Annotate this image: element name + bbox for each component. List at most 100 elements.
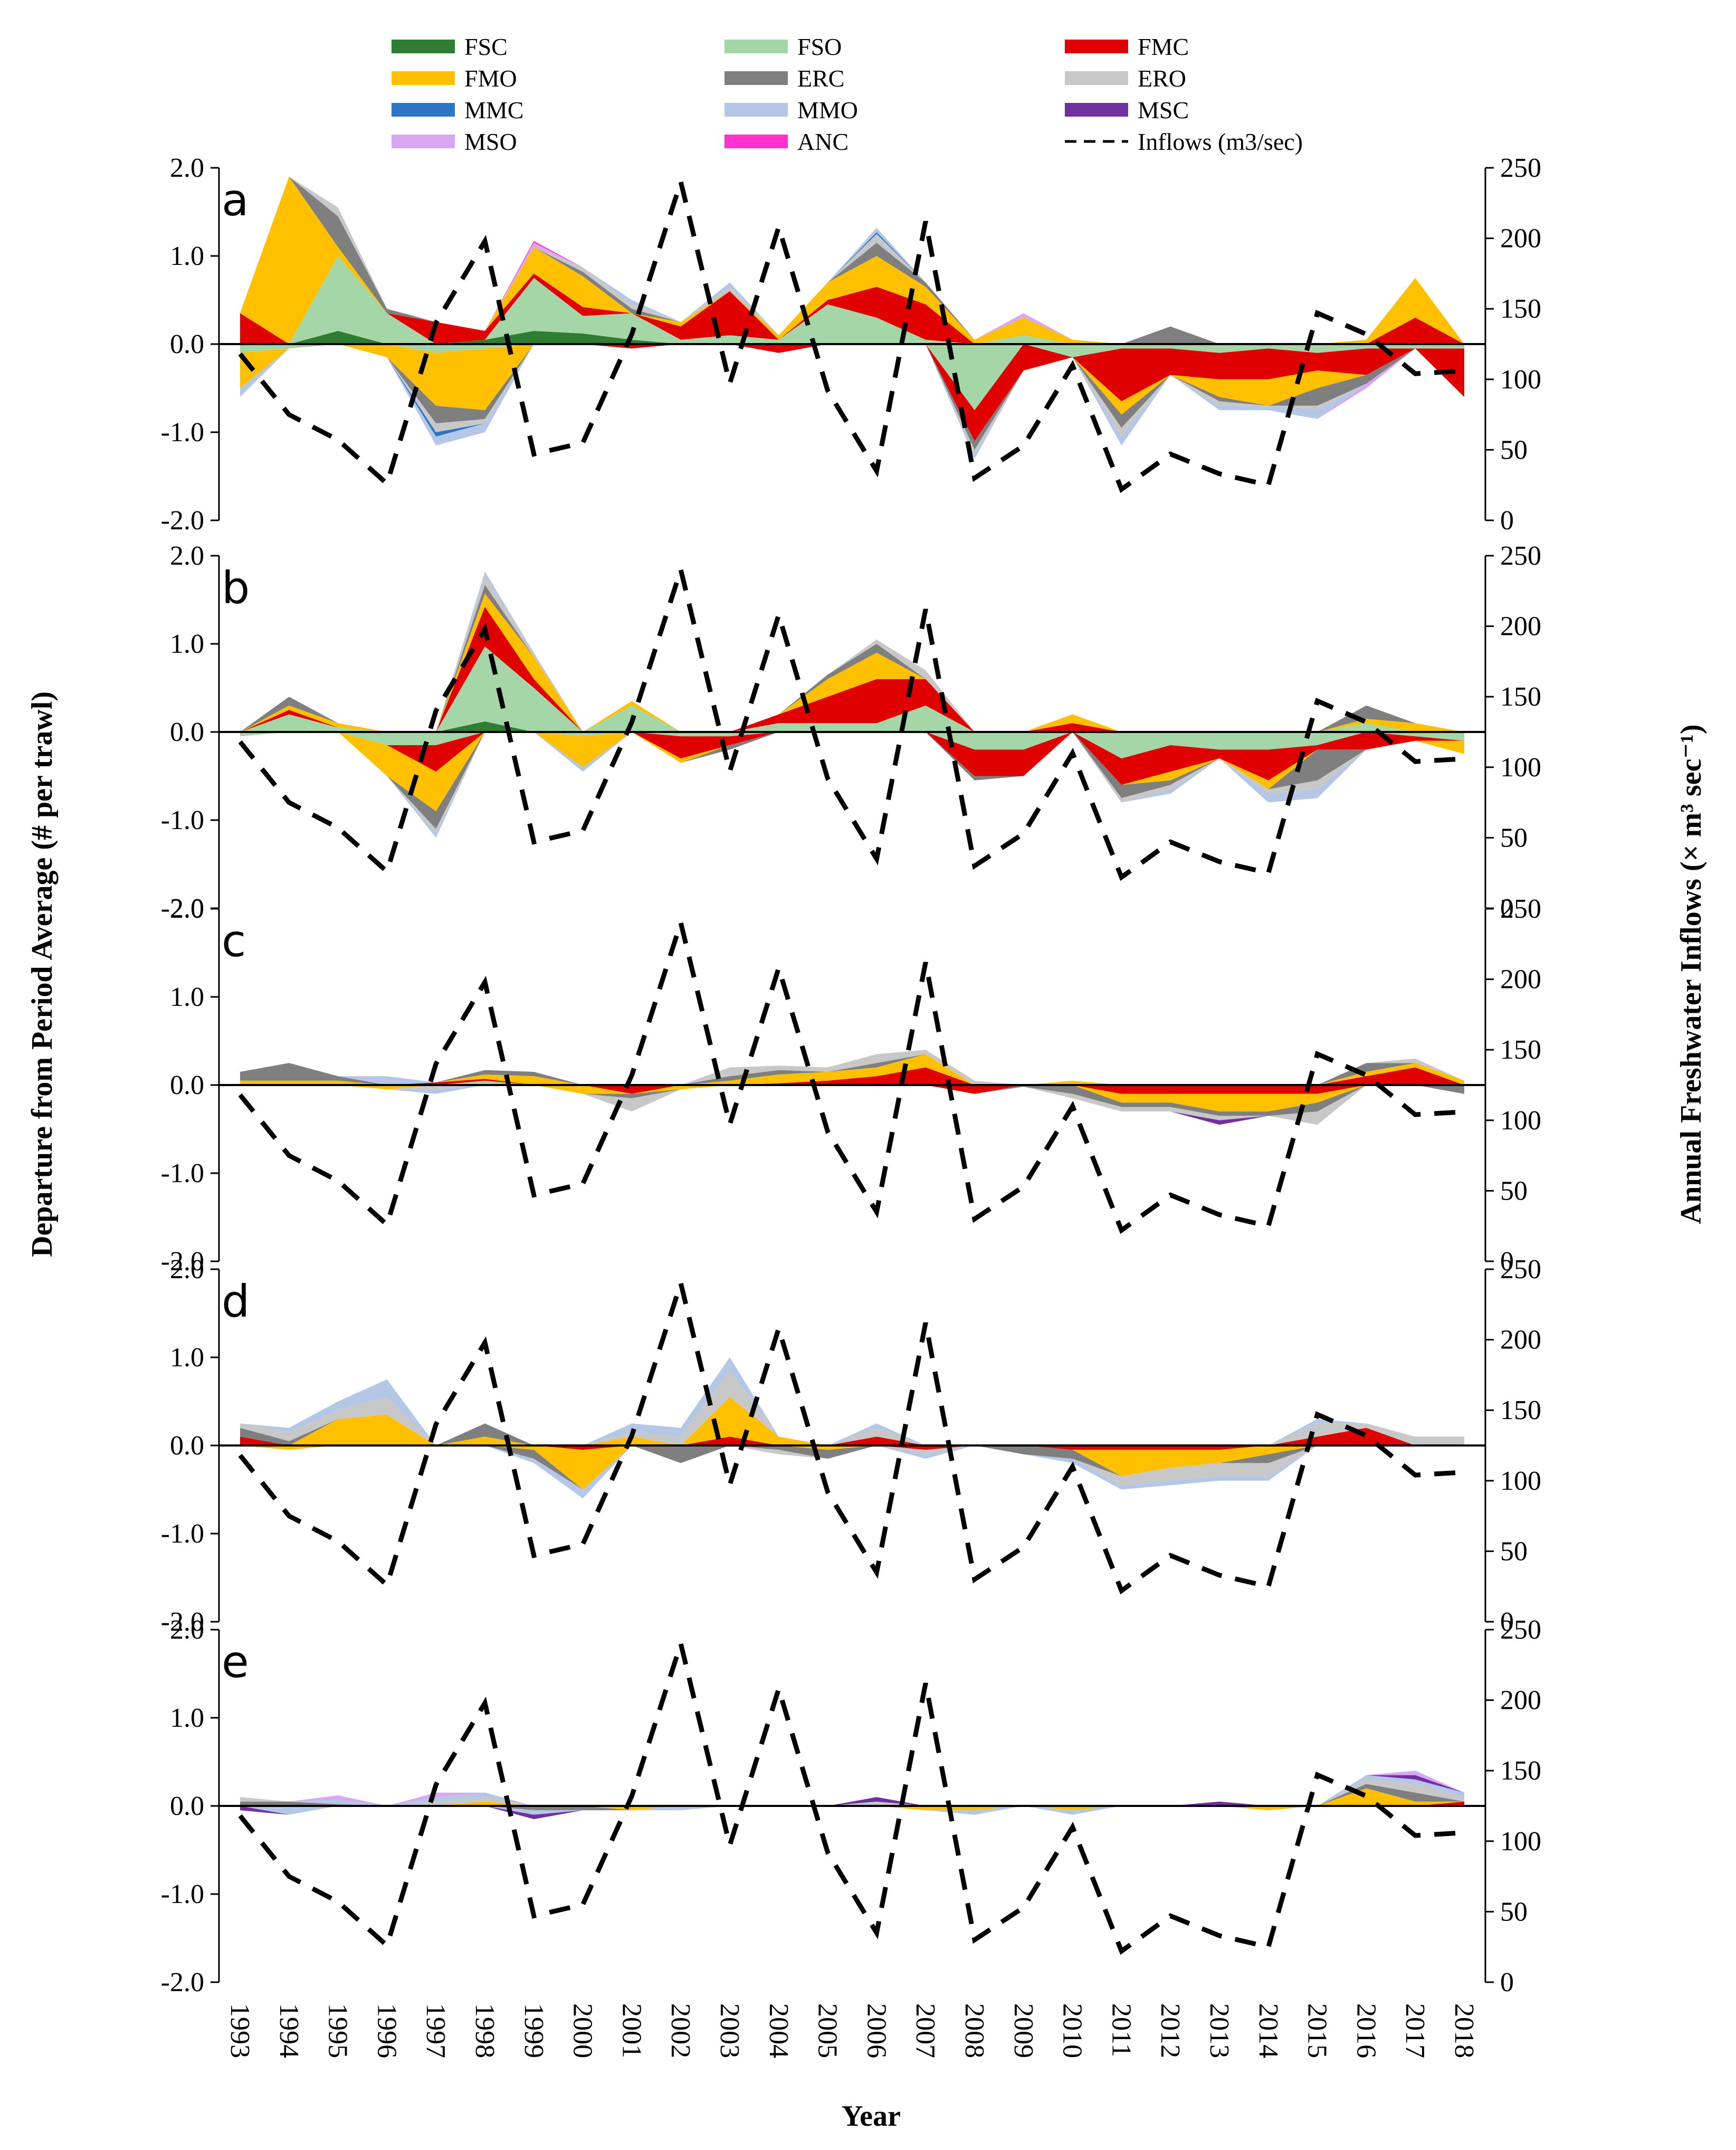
right-tick-label: 200 xyxy=(1500,1686,1541,1716)
area-fmc-negative xyxy=(240,732,1464,785)
area-layers xyxy=(240,572,1464,838)
x-tick-label: 1996 xyxy=(371,2003,402,2058)
right-axis: 250 200 150 100 50 0 xyxy=(1484,1615,1541,1997)
right-tick-label: 0 xyxy=(1500,506,1514,536)
x-axis-title: Year xyxy=(842,2100,901,2133)
panel-d: 2.0 1.0 0.0 -1.0 -2.0 250 200 150 100 50 0 d xyxy=(161,1254,1541,1637)
area-layers xyxy=(240,1771,1464,1820)
left-tick-label: 1.0 xyxy=(170,241,204,271)
left-axis: 2.0 1.0 0.0 -1.0 -2.0 xyxy=(161,894,220,1277)
left-tick-label: -1.0 xyxy=(161,805,204,835)
panel-letter: a xyxy=(222,174,249,226)
right-tick-label: 150 xyxy=(1500,1395,1541,1425)
area-fso-positive xyxy=(240,256,1464,344)
x-tick-label: 2000 xyxy=(568,2003,598,2058)
left-tick-label: 0.0 xyxy=(170,1070,204,1100)
right-axis: 250 200 150 100 50 0 xyxy=(1484,153,1541,536)
area-mso-positive xyxy=(240,1771,1464,1806)
left-tick-label: 0.0 xyxy=(170,1431,204,1461)
legend-swatch xyxy=(392,71,455,85)
x-tick-label: 2012 xyxy=(1155,2003,1185,2058)
legend-swatch xyxy=(724,103,788,117)
area-fsc-positive xyxy=(240,331,1464,344)
x-tick-label: 2005 xyxy=(813,2003,843,2058)
panel-letter: b xyxy=(222,562,250,614)
panel-e: 2.0 1.0 0.0 -1.0 -2.0 250 200 150 100 50 0 e xyxy=(161,1615,1541,1997)
right-tick-label: 50 xyxy=(1500,1897,1528,1927)
panel-letter: e xyxy=(222,1636,249,1688)
left-tick-label: -1.0 xyxy=(161,1158,204,1188)
right-tick-label: 200 xyxy=(1500,224,1541,254)
right-tick-label: 250 xyxy=(1500,153,1541,183)
area-mmo-positive xyxy=(240,1357,1464,1445)
area-fmc-negative xyxy=(240,1445,1464,1450)
right-tick-label: 150 xyxy=(1500,294,1541,324)
left-tick-label: 2.0 xyxy=(170,541,204,571)
right-tick-label: 50 xyxy=(1500,1176,1528,1206)
right-tick-label: 150 xyxy=(1500,1035,1541,1065)
legend-swatch xyxy=(1065,71,1128,85)
right-tick-label: 50 xyxy=(1500,1536,1528,1566)
area-fso-positive xyxy=(240,646,1464,732)
x-axis: 1993 1994 1995 1996 1997 1998 1999 2000 2001 2002… xyxy=(225,2003,1479,2058)
x-tick-label: 2003 xyxy=(714,2003,745,2058)
legend-label: FSC xyxy=(464,33,508,60)
area-fmo-positive xyxy=(240,1788,1464,1806)
legend-label: FSO xyxy=(797,33,842,60)
right-tick-label: 150 xyxy=(1500,1756,1541,1786)
left-tick-label: 2.0 xyxy=(170,153,204,183)
area-mmo-positive xyxy=(240,1775,1464,1806)
area-fmc-negative xyxy=(240,1085,1464,1094)
left-tick-label: 1.0 xyxy=(170,629,204,659)
x-tick-label: 2002 xyxy=(665,2003,695,2058)
x-tick-label: 2009 xyxy=(1008,2003,1038,2058)
area-ero-positive xyxy=(240,176,1464,344)
x-tick-label: 2001 xyxy=(616,2003,646,2058)
area-erc-negative xyxy=(240,344,1464,450)
panel-b: 2.0 1.0 0.0 -1.0 -2.0 250 200 150 100 50 0 b xyxy=(161,541,1541,924)
legend-swatch xyxy=(1065,103,1128,117)
left-tick-label: -2.0 xyxy=(161,1967,204,1997)
area-ero-negative xyxy=(240,1445,1464,1490)
x-tick-label: 2015 xyxy=(1302,2003,1332,2058)
legend-label: MMO xyxy=(797,97,858,123)
legend-label: Inflows (m3/sec) xyxy=(1138,128,1303,155)
left-tick-label: -1.0 xyxy=(161,1879,204,1909)
legend-label: FMO xyxy=(464,65,517,92)
legend-swatch xyxy=(392,40,455,53)
x-tick-label: 1994 xyxy=(274,2003,304,2058)
area-fso-negative xyxy=(240,732,1464,759)
x-tick-label: 2014 xyxy=(1253,2003,1283,2058)
left-axis-title: Departure from Period Average (# per tra… xyxy=(26,691,59,1257)
area-fmo-negative xyxy=(240,1085,1464,1112)
area-fmc-positive xyxy=(240,1428,1464,1445)
x-tick-label: 2017 xyxy=(1400,2003,1430,2058)
area-fmo-negative xyxy=(240,732,1464,812)
area-fmo-negative xyxy=(240,1445,1464,1490)
legend-entry-fsc: FSC xyxy=(392,33,508,60)
right-tick-label: 250 xyxy=(1500,1615,1541,1645)
legend-label: MSC xyxy=(1138,97,1189,123)
right-axis: 250 200 150 100 50 0 xyxy=(1484,541,1541,924)
x-tick-label: 2016 xyxy=(1351,2003,1381,2058)
right-tick-label: 100 xyxy=(1500,1826,1541,1857)
left-tick-label: 2.0 xyxy=(170,894,204,924)
panel-letter: c xyxy=(222,915,246,967)
x-tick-label: 1999 xyxy=(519,2003,549,2058)
legend-label: MSO xyxy=(464,128,517,155)
right-tick-label: 250 xyxy=(1500,1254,1541,1285)
left-tick-label: -2.0 xyxy=(161,1247,204,1277)
area-fso-positive xyxy=(240,1080,1464,1085)
right-tick-label: 0 xyxy=(1500,893,1514,924)
legend-label: ERO xyxy=(1138,65,1186,92)
right-tick-label: 200 xyxy=(1500,1325,1541,1355)
right-axis: 250 200 150 100 50 0 xyxy=(1484,894,1541,1277)
left-tick-label: 1.0 xyxy=(170,1703,204,1733)
right-tick-label: 150 xyxy=(1500,682,1541,712)
area-erc-positive xyxy=(240,1054,1464,1085)
right-tick-label: 0 xyxy=(1500,1247,1514,1277)
left-tick-label: 0.0 xyxy=(170,717,204,747)
area-layers xyxy=(240,1357,1464,1499)
area-fmo-positive xyxy=(240,1397,1464,1445)
